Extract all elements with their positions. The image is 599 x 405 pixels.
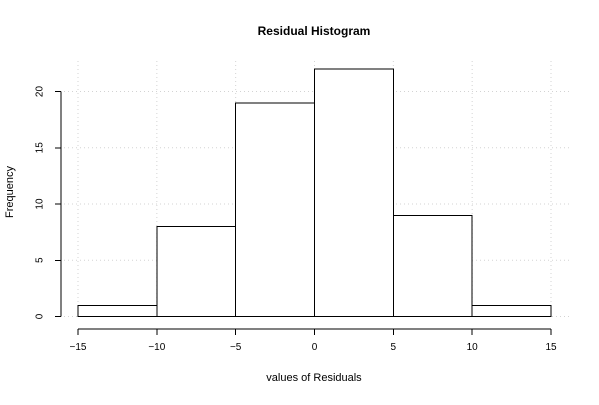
- histogram-bar: [314, 68, 394, 317]
- x-axis-label: values of Residuals: [266, 372, 362, 384]
- chart-title: Residual Histogram: [258, 24, 371, 38]
- y-axis: 0 5 10 15 20: [35, 86, 62, 319]
- x-tick-label: −15: [70, 342, 87, 353]
- histogram-bar: [471, 304, 552, 317]
- histogram-bar: [156, 226, 237, 317]
- x-axis: −15 −10 −5 0 5 10 15: [70, 328, 557, 353]
- histogram-bar: [77, 304, 158, 317]
- y-tick-label: 0: [35, 313, 46, 319]
- y-axis-label: Frequency: [4, 166, 16, 218]
- x-tick-label: 5: [391, 342, 397, 353]
- histogram-bar: [392, 214, 473, 317]
- x-tick-label: 0: [312, 342, 318, 353]
- histogram-bars: [77, 68, 552, 317]
- y-tick-label: 15: [35, 142, 46, 154]
- y-tick-label: 10: [35, 198, 46, 210]
- y-tick-label: 5: [35, 257, 46, 263]
- histogram-bar: [235, 102, 316, 317]
- x-tick-label: 15: [545, 342, 557, 353]
- x-tick-label: −10: [148, 342, 165, 353]
- y-tick-label: 20: [35, 86, 46, 98]
- x-tick-label: 10: [467, 342, 479, 353]
- x-tick-label: −5: [230, 342, 242, 353]
